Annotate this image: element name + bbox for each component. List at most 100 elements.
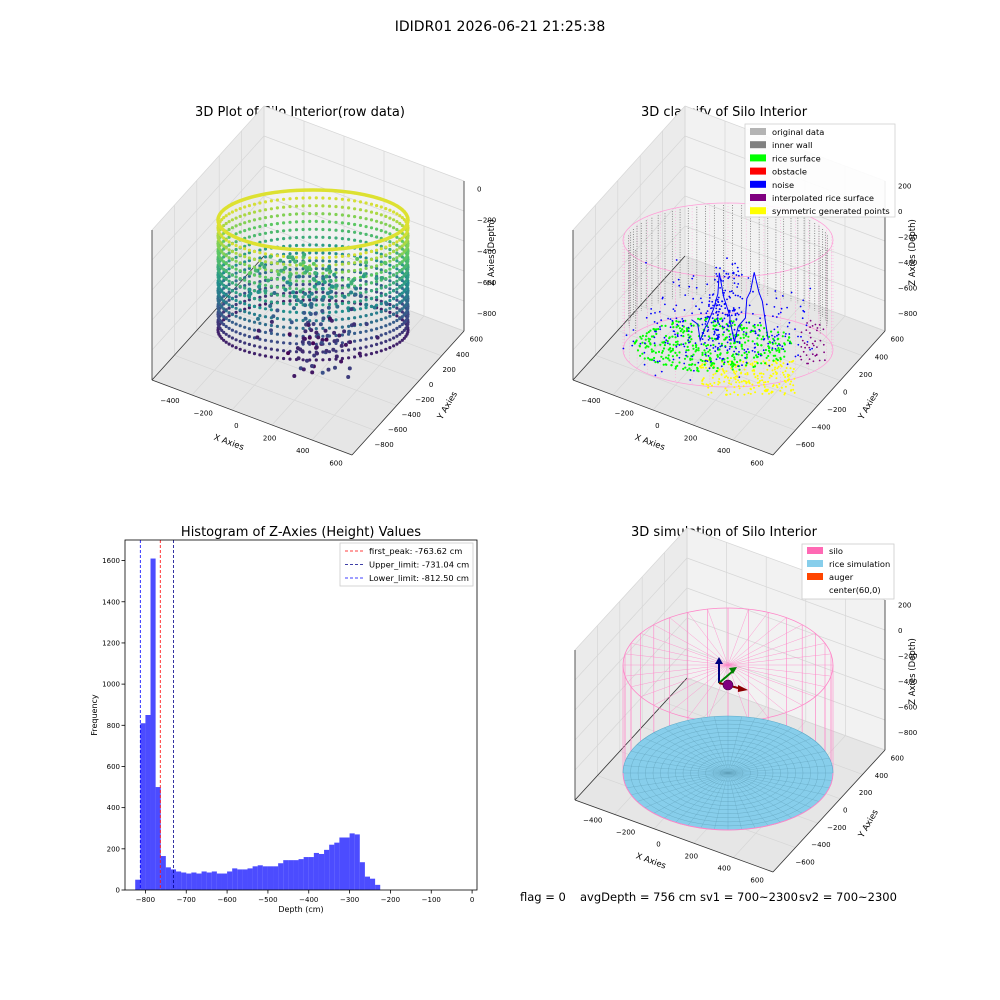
data-point xyxy=(327,264,332,269)
data-point xyxy=(328,279,333,283)
data-point xyxy=(321,263,325,268)
data-point xyxy=(258,280,262,284)
data-point xyxy=(683,357,687,360)
data-point xyxy=(633,342,636,345)
x-tick-label: −300 xyxy=(340,896,359,904)
data-point xyxy=(713,362,716,365)
data-point xyxy=(352,322,357,327)
data-point xyxy=(402,328,406,332)
data-point xyxy=(779,311,782,314)
data-point xyxy=(653,356,656,360)
y-axis-label: Y Axies xyxy=(435,389,460,422)
legend-label: auger xyxy=(829,572,854,582)
data-point xyxy=(379,317,383,321)
data-point xyxy=(811,353,814,356)
data-point xyxy=(756,324,760,327)
data-point xyxy=(234,267,238,271)
data-point xyxy=(400,322,404,327)
data-point xyxy=(400,310,404,314)
data-point xyxy=(379,284,383,288)
data-point xyxy=(400,307,404,311)
data-point xyxy=(300,340,305,344)
data-point xyxy=(375,327,379,331)
panel-histogram: Histogram of Z-Axies (Height) Values−800… xyxy=(90,525,478,914)
data-point xyxy=(369,273,374,277)
data-point xyxy=(678,327,682,330)
data-point xyxy=(314,295,318,299)
data-point xyxy=(801,317,804,320)
data-point xyxy=(720,373,723,376)
data-point xyxy=(811,325,814,327)
data-point xyxy=(653,342,656,345)
data-point xyxy=(706,283,709,286)
data-point xyxy=(369,289,374,293)
data-point xyxy=(395,279,399,283)
data-point xyxy=(230,210,234,214)
data-point xyxy=(750,329,753,332)
data-point xyxy=(716,275,719,277)
data-point xyxy=(375,319,379,323)
data-point xyxy=(334,267,338,272)
data-point xyxy=(759,324,763,327)
mesh-spoke xyxy=(727,720,769,774)
data-point xyxy=(696,366,699,369)
data-point xyxy=(751,340,754,343)
data-point xyxy=(320,370,325,375)
data-point xyxy=(258,209,262,213)
histogram-bar xyxy=(313,852,319,890)
data-point xyxy=(340,262,344,266)
data-point xyxy=(395,311,399,315)
data-point xyxy=(688,367,691,370)
data-point xyxy=(288,212,292,217)
data-point xyxy=(735,381,738,384)
mesh-spoke xyxy=(675,772,729,823)
mesh-spoke xyxy=(644,738,729,774)
data-point xyxy=(710,307,712,310)
data-point xyxy=(708,348,711,352)
data-point xyxy=(716,281,719,283)
data-point xyxy=(730,290,733,293)
data-point xyxy=(252,328,257,332)
data-point xyxy=(776,367,779,370)
data-point xyxy=(800,358,803,361)
data-point xyxy=(751,349,754,352)
data-point xyxy=(348,340,353,345)
data-point xyxy=(288,278,292,283)
data-point xyxy=(707,393,710,396)
data-point xyxy=(243,341,247,345)
data-point xyxy=(691,363,694,366)
data-point xyxy=(759,354,762,357)
data-point xyxy=(364,306,368,310)
data-point xyxy=(275,301,279,305)
data-point xyxy=(736,312,739,315)
data-point xyxy=(230,312,234,317)
data-point xyxy=(738,342,741,344)
histogram-bar xyxy=(206,872,212,890)
data-point xyxy=(222,318,226,322)
data-point xyxy=(316,281,321,286)
data-point xyxy=(369,210,374,214)
data-point xyxy=(375,290,379,294)
data-point xyxy=(818,359,821,362)
data-point xyxy=(778,383,781,385)
data-point xyxy=(224,317,228,321)
legend-label: Upper_limit: -731.04 cm xyxy=(369,560,469,570)
data-point xyxy=(728,311,731,313)
y-tick-label: −400 xyxy=(811,841,830,849)
data-point xyxy=(395,271,399,275)
data-point xyxy=(243,284,247,288)
data-point xyxy=(700,317,703,320)
y-tick-label: 400 xyxy=(107,804,120,812)
data-point xyxy=(263,283,268,287)
data-point xyxy=(364,256,368,260)
data-point xyxy=(224,277,228,281)
data-point xyxy=(222,267,226,272)
data-point xyxy=(676,323,678,326)
data-point xyxy=(311,341,316,346)
histogram-bar xyxy=(176,871,182,890)
data-point xyxy=(734,313,737,315)
data-point xyxy=(369,336,374,340)
grid-line xyxy=(572,135,686,261)
histogram-bar xyxy=(237,869,243,890)
data-point xyxy=(753,369,756,372)
